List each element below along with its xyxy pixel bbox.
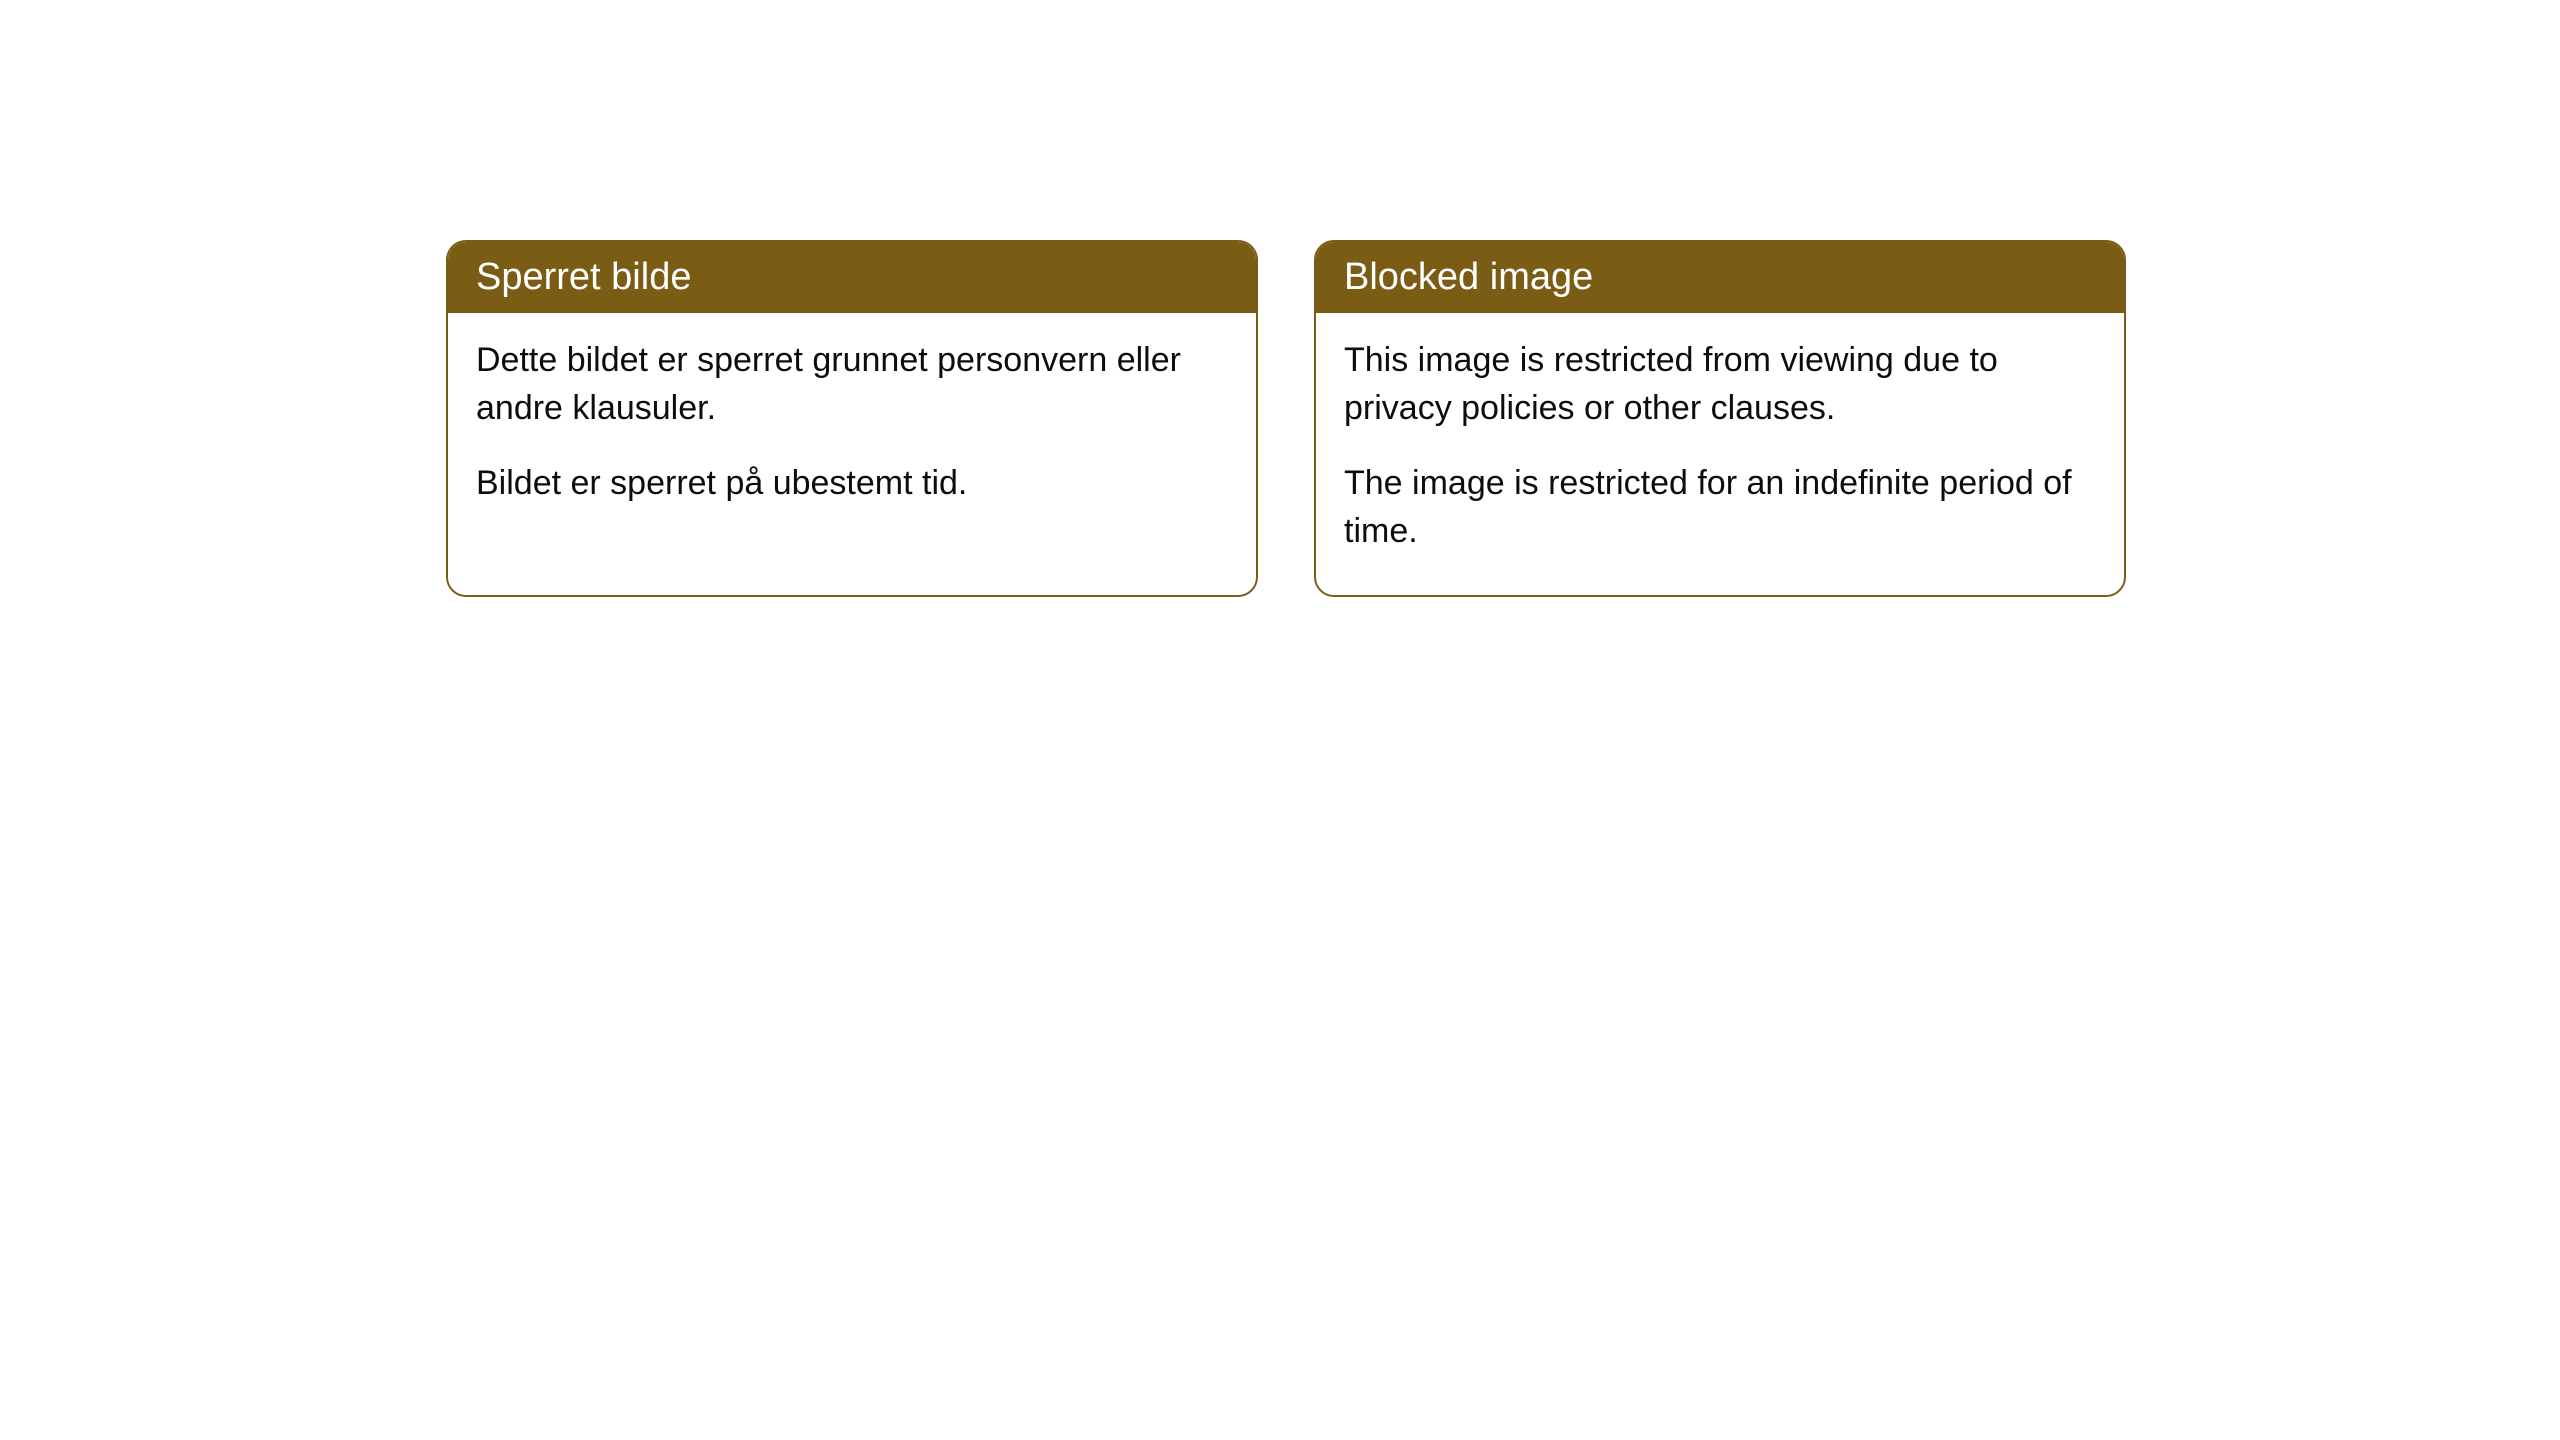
card-paragraph1-norwegian: Dette bildet er sperret grunnet personve… bbox=[476, 337, 1228, 432]
card-paragraph1-english: This image is restricted from viewing du… bbox=[1344, 337, 2096, 432]
card-title-norwegian: Sperret bilde bbox=[476, 256, 691, 298]
card-title-english: Blocked image bbox=[1344, 256, 1593, 298]
card-paragraph2-english: The image is restricted for an indefinit… bbox=[1344, 460, 2096, 555]
card-norwegian: Sperret bilde Dette bildet er sperret gr… bbox=[446, 240, 1258, 597]
card-paragraph2-norwegian: Bildet er sperret på ubestemt tid. bbox=[476, 460, 1228, 508]
card-body-norwegian: Dette bildet er sperret grunnet personve… bbox=[448, 313, 1256, 548]
cards-container: Sperret bilde Dette bildet er sperret gr… bbox=[446, 240, 2126, 597]
card-english: Blocked image This image is restricted f… bbox=[1314, 240, 2126, 597]
card-header-english: Blocked image bbox=[1316, 242, 2124, 313]
card-header-norwegian: Sperret bilde bbox=[448, 242, 1256, 313]
card-body-english: This image is restricted from viewing du… bbox=[1316, 313, 2124, 595]
